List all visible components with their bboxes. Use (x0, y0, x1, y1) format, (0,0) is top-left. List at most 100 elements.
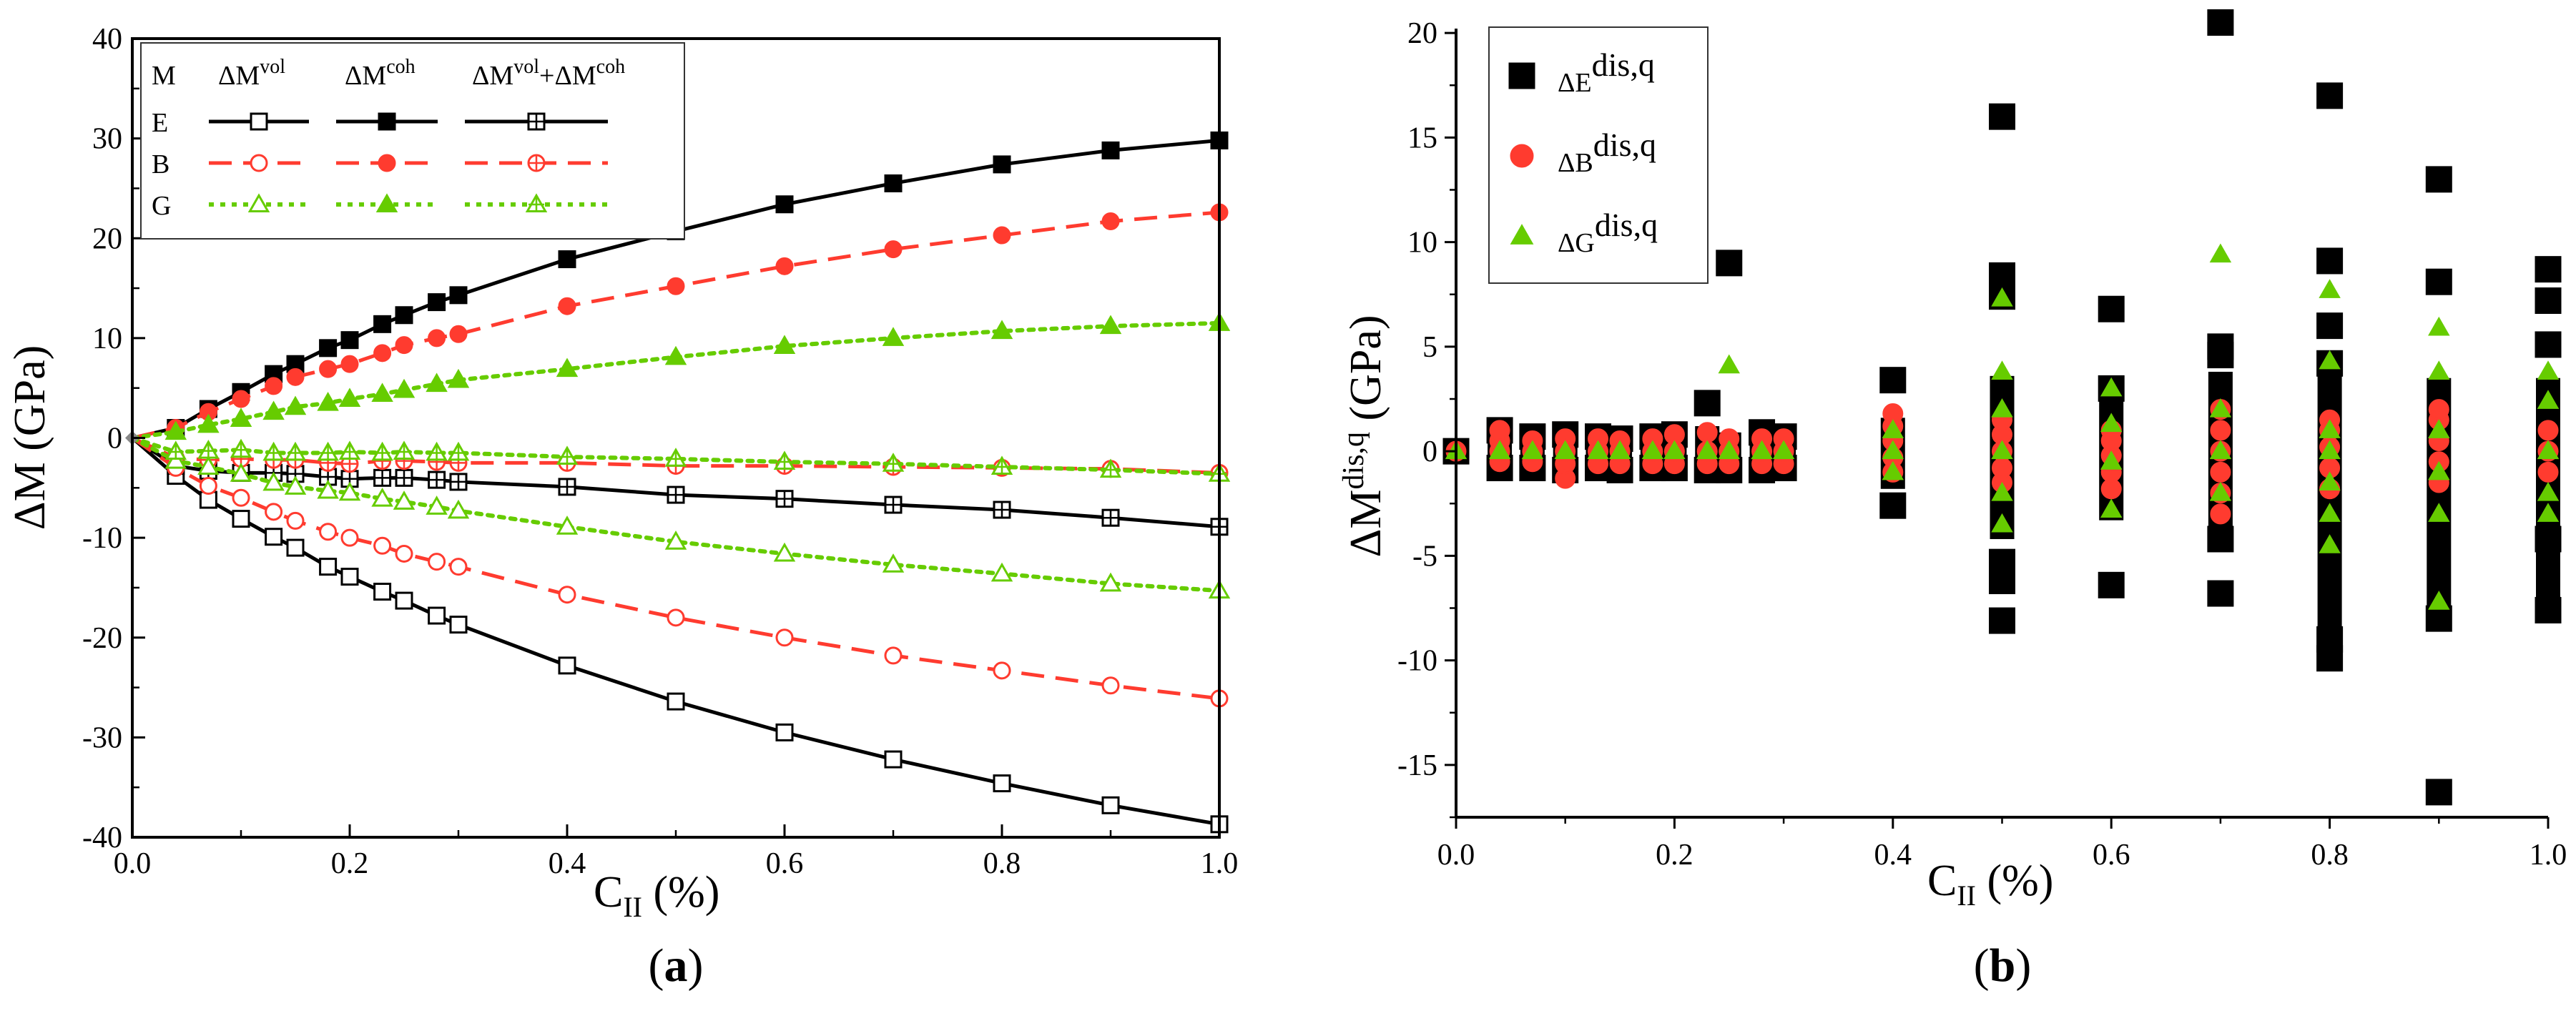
data-point (2535, 256, 2562, 283)
x-tick-label: 0.4 (549, 847, 586, 880)
legend-a-sample-b-sum (465, 154, 608, 172)
data-point (395, 468, 413, 487)
data-point (1641, 440, 1664, 460)
data-point (447, 368, 470, 388)
data-point (1488, 440, 1511, 460)
data-point (2537, 420, 2559, 441)
data-point (319, 558, 338, 576)
legend-marker (375, 193, 398, 212)
data-point (371, 383, 393, 403)
legend-marker (525, 193, 548, 212)
data-point (232, 510, 250, 528)
y-tick-label: -15 (1397, 749, 1437, 782)
y-tick-label: 40 (92, 23, 122, 56)
panel-b-y-axis-title: ΔMdis,q (GPa) (1337, 315, 1390, 557)
data-point (2319, 503, 2341, 522)
y-tick-label: 30 (92, 123, 122, 156)
panel-b-x-axis: 0.0 0.2 0.4 0.6 0.8 1.0 (1437, 817, 2567, 872)
panel-a-legend: M ΔMvol ΔMcoh ΔMvol+ΔMcoh E B G (140, 42, 685, 240)
data-point (2535, 526, 2562, 553)
legend-a-sample-g-sum (465, 193, 608, 212)
legend-b-entry-e: ΔEdis,q (1558, 46, 1655, 98)
data-point (2209, 243, 2232, 263)
panel-b-y-axis: 20 15 10 5 0 -5 -10 -15 (1397, 17, 1456, 819)
data-point (990, 320, 1013, 340)
data-point (2428, 503, 2450, 522)
data-point (2209, 398, 2232, 418)
data-point (2207, 342, 2234, 369)
panel-a-y-axis: 40 30 20 10 0 -10 -20 -30 -40 (82, 23, 145, 854)
data-point (395, 306, 413, 325)
data-point (882, 327, 905, 346)
legend-a-row-g: G (152, 191, 171, 221)
data-point (1989, 607, 2015, 634)
data-point (2535, 287, 2562, 315)
legend-a-sample-e-vol (209, 112, 309, 131)
data-point (2537, 440, 2560, 460)
legend-a-row-b: B (152, 149, 169, 179)
data-point (2535, 596, 2562, 623)
data-point (1991, 287, 2013, 307)
data-point (426, 373, 448, 393)
data-point (1693, 390, 1721, 417)
data-point (1989, 103, 2015, 130)
data-point (373, 536, 392, 555)
data-point (2428, 460, 2450, 480)
y-tick-label: 20 (92, 222, 122, 255)
data-point (265, 503, 283, 521)
data-point (1587, 440, 1609, 460)
data-point (286, 368, 305, 386)
data-point (2537, 461, 2559, 483)
data-point (1882, 419, 1904, 438)
data-point (2428, 316, 2450, 336)
legend-a-sample-g-coh (336, 193, 438, 212)
legend-a-header-sum: ΔMvol+ΔMcoh (472, 56, 625, 91)
data-point (2425, 268, 2452, 295)
data-point (882, 453, 905, 472)
legend-marker (527, 112, 546, 131)
data-point (197, 455, 220, 475)
data-point (556, 516, 579, 535)
data-point (373, 344, 392, 362)
data-point (2537, 481, 2560, 501)
x-tick-label: 0.2 (331, 847, 369, 880)
data-point (428, 293, 446, 312)
data-point (558, 250, 576, 269)
data-point (1101, 212, 1120, 231)
x-tick-label: 0.8 (983, 847, 1021, 880)
x-tick-label: 0.0 (1437, 839, 1475, 872)
data-point (773, 542, 796, 562)
data-point (1991, 398, 2013, 418)
data-point (340, 568, 359, 586)
legend-a-corner-label: M (152, 61, 176, 91)
data-point (1489, 420, 1510, 441)
y-tick-label: -20 (82, 622, 122, 655)
data-point (775, 257, 794, 275)
y-tick-label: -40 (82, 822, 122, 854)
data-point (371, 487, 393, 507)
panel-b-x-axis-title: CII (%) (1927, 857, 2053, 912)
data-point (2207, 580, 2234, 607)
legend-a-sample-e-coh (336, 112, 438, 131)
data-point (199, 477, 217, 495)
data-point (449, 616, 468, 634)
panel-b: 0.0 0.2 0.4 0.6 0.8 1.0 20 15 10 5 0 -5 -10 -15 ΔMdi… (1337, 9, 2567, 992)
data-point (1772, 440, 1795, 460)
data-point (449, 286, 468, 305)
data-point (2319, 471, 2341, 490)
data-point (164, 420, 187, 440)
y-tick-label: 0 (107, 423, 122, 455)
legend-marker (250, 154, 268, 172)
data-point (197, 439, 220, 459)
y-tick-label: -10 (1397, 645, 1437, 678)
data-point (164, 440, 187, 460)
series-g-vol (130, 435, 1231, 599)
data-point (2316, 645, 2344, 672)
data-point (993, 500, 1011, 519)
data-point (1882, 440, 1904, 460)
data-point (2537, 360, 2560, 380)
data-point (338, 388, 361, 408)
data-point (428, 329, 446, 347)
data-point (426, 441, 448, 461)
data-point (373, 468, 392, 487)
